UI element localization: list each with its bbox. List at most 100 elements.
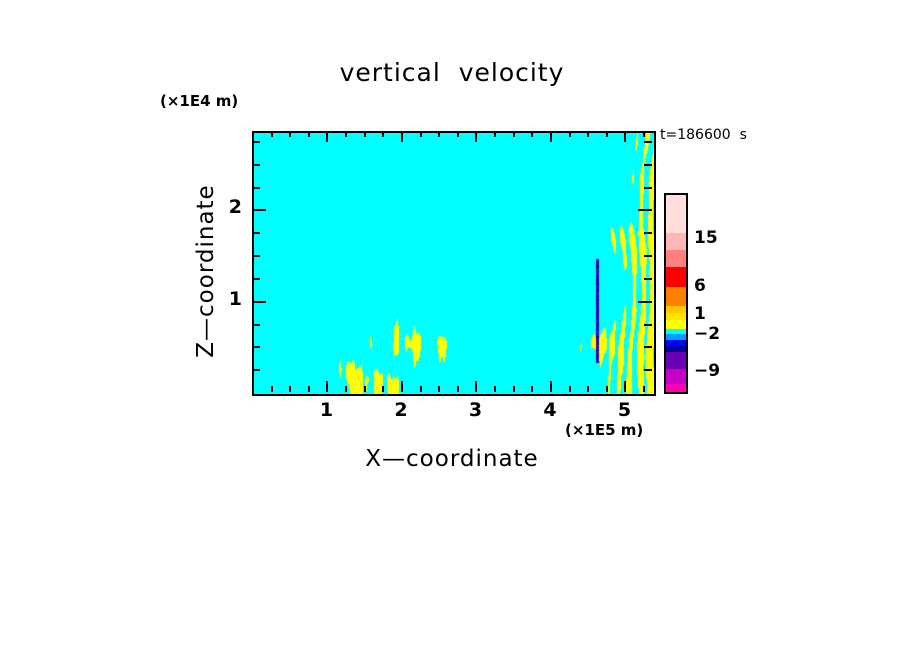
x-tick-minor-top (606, 131, 608, 137)
colorbar-tick-label: 1 (694, 304, 706, 324)
x-tick-major (326, 381, 328, 392)
x-tick-minor-top (382, 131, 384, 137)
x-tick-minor (289, 386, 291, 392)
y-tick-major (252, 209, 266, 211)
x-tick-minor (457, 386, 459, 392)
x-tick-minor (569, 386, 571, 392)
y-tick-minor (252, 232, 260, 234)
x-tick-label: 5 (617, 399, 632, 421)
y-tick-minor (252, 369, 260, 371)
y-tick-minor (252, 255, 260, 257)
x-tick-minor (438, 386, 440, 392)
x-tick-minor (364, 386, 366, 392)
y-tick-minor-right (644, 324, 652, 326)
x-tick-minor (513, 386, 515, 392)
x-tick-minor (643, 386, 645, 392)
x-tick-minor (308, 386, 310, 392)
y-tick-minor (252, 141, 260, 143)
colorbar-tick-label: 15 (694, 228, 718, 248)
colorbar-segment (666, 369, 686, 384)
y-tick-minor-right (644, 369, 652, 371)
x-tick-minor-top (308, 131, 310, 137)
y-tick-minor-right (644, 164, 652, 166)
colorbar (664, 193, 688, 394)
x-tick-minor (271, 386, 273, 392)
x-tick-major-top (326, 131, 328, 142)
x-tick-major-top (624, 131, 626, 142)
colorbar-tick-label: −2 (694, 324, 721, 344)
x-tick-minor (382, 386, 384, 392)
x-tick-major (475, 381, 477, 392)
x-tick-minor (531, 386, 533, 392)
y-tick-minor (252, 324, 260, 326)
y-tick-minor-right (644, 278, 652, 280)
x-tick-label: 3 (468, 399, 483, 421)
y-tick-label: 1 (228, 287, 242, 310)
colorbar-segment (666, 384, 686, 392)
colorbar-segment (666, 267, 686, 287)
x-tick-minor (420, 386, 422, 392)
colorbar-segment (666, 340, 686, 346)
x-tick-minor-top (457, 131, 459, 137)
x-tick-minor-top (271, 131, 273, 137)
y-tick-minor-right (644, 346, 652, 348)
x-tick-minor (587, 386, 589, 392)
y-tick-major (252, 301, 266, 303)
x-tick-major-top (550, 131, 552, 142)
colorbar-segment (666, 313, 686, 320)
y-tick-minor (252, 187, 260, 189)
x-tick-minor-top (494, 131, 496, 137)
colorbar-segment (666, 287, 686, 306)
x-tick-minor-top (587, 131, 589, 137)
x-tick-minor (494, 386, 496, 392)
y-tick-minor (252, 346, 260, 348)
x-tick-minor-top (531, 131, 533, 137)
x-tick-major (550, 381, 552, 392)
x-tick-minor (606, 386, 608, 392)
colorbar-segment (666, 233, 686, 250)
y-axis-title: Z—coordinate (193, 184, 219, 358)
y-axis-units-label: (×1E4 m) (160, 92, 239, 110)
colorbar-segment (666, 334, 686, 340)
y-tick-major-right (638, 301, 652, 303)
x-axis-units-label: (×1E5 m) (565, 421, 644, 439)
x-tick-major-top (475, 131, 477, 142)
y-tick-label: 2 (228, 196, 242, 219)
x-tick-minor-top (438, 131, 440, 137)
y-tick-minor-right (644, 232, 652, 234)
colorbar-segment (666, 306, 686, 313)
y-tick-minor-right (644, 141, 652, 143)
colorbar-tick-label: −9 (694, 361, 721, 381)
colorbar-segment (666, 195, 686, 233)
y-tick-minor (252, 164, 260, 166)
x-tick-minor (345, 386, 347, 392)
x-tick-major (624, 381, 626, 392)
vertical-velocity-field (254, 133, 654, 394)
colorbar-segment (666, 329, 686, 334)
colorbar-segment (666, 320, 686, 329)
x-tick-minor-top (289, 131, 291, 137)
x-tick-minor-top (345, 131, 347, 137)
colorbar-segment (666, 346, 686, 352)
x-tick-minor-top (643, 131, 645, 137)
time-annotation: t=186600 s (660, 127, 747, 143)
colorbar-segment (666, 250, 686, 267)
page-title: vertical velocity (339, 58, 565, 87)
x-tick-major-top (401, 131, 403, 142)
x-tick-major (401, 381, 403, 392)
colorbar-tick-label: 6 (694, 276, 706, 296)
y-tick-minor-right (644, 255, 652, 257)
y-tick-minor-right (644, 187, 652, 189)
y-tick-minor (252, 278, 260, 280)
x-axis-title: X—coordinate (365, 446, 539, 472)
x-tick-label: 1 (319, 399, 334, 421)
contour-plot-area (252, 131, 656, 396)
y-tick-major-right (638, 209, 652, 211)
x-tick-minor-top (569, 131, 571, 137)
colorbar-segment (666, 352, 686, 369)
x-tick-label: 2 (394, 399, 408, 421)
x-tick-label: 4 (543, 399, 557, 421)
x-tick-minor-top (513, 131, 515, 137)
x-tick-minor-top (364, 131, 366, 137)
x-tick-minor-top (420, 131, 422, 137)
